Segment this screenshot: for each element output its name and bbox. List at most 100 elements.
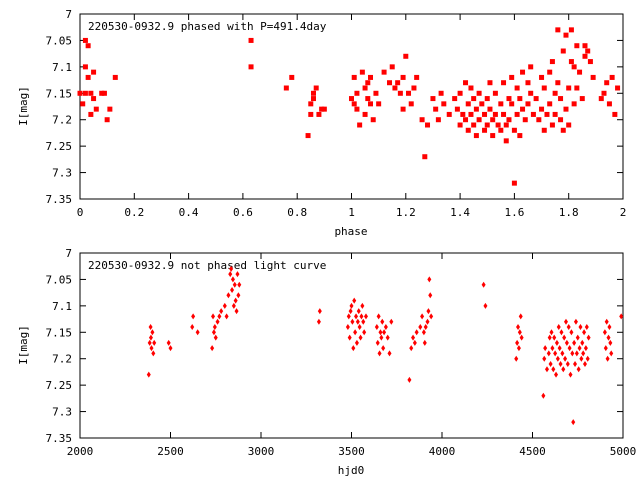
data-point xyxy=(511,180,517,186)
data-point xyxy=(378,329,383,336)
data-point xyxy=(471,122,477,128)
data-point xyxy=(483,302,488,309)
data-point xyxy=(555,80,561,86)
data-point xyxy=(558,117,564,123)
data-point xyxy=(530,111,536,117)
data-point xyxy=(563,106,569,112)
data-point xyxy=(604,80,610,86)
data-point xyxy=(533,96,539,102)
data-point xyxy=(289,74,295,80)
data-point xyxy=(362,111,368,117)
data-point xyxy=(554,339,559,346)
data-point xyxy=(425,318,430,325)
data-point xyxy=(380,318,385,325)
x-tick-label: 1 xyxy=(348,206,355,219)
data-point xyxy=(492,111,498,117)
data-point xyxy=(584,324,589,330)
data-points xyxy=(146,265,624,426)
x-tick-label: 5000 xyxy=(610,445,637,458)
data-point xyxy=(419,117,425,123)
data-point xyxy=(517,329,522,336)
data-point xyxy=(422,154,428,160)
data-point xyxy=(82,90,88,96)
data-point xyxy=(365,96,371,102)
data-point xyxy=(375,339,380,346)
data-point xyxy=(552,111,558,117)
data-point xyxy=(427,276,432,283)
data-point xyxy=(365,80,371,86)
data-point xyxy=(549,122,555,128)
data-point xyxy=(234,308,239,315)
data-point xyxy=(150,329,155,336)
data-point xyxy=(88,90,94,96)
data-point xyxy=(85,74,91,80)
data-point xyxy=(547,334,552,341)
data-point xyxy=(514,355,519,362)
data-point xyxy=(560,127,566,133)
data-point xyxy=(168,345,173,352)
data-point xyxy=(566,122,572,128)
x-tick-label: 4500 xyxy=(519,445,546,458)
data-point xyxy=(357,324,362,330)
data-point xyxy=(571,101,577,107)
data-point xyxy=(237,281,242,288)
data-point xyxy=(555,355,560,362)
data-point xyxy=(381,69,387,75)
data-point xyxy=(553,350,558,357)
data-point xyxy=(586,334,591,341)
x-tick-label: 2000 xyxy=(67,445,94,458)
data-point xyxy=(310,90,316,96)
data-point xyxy=(579,355,584,362)
data-point xyxy=(229,265,234,272)
data-point xyxy=(224,313,229,320)
data-point xyxy=(385,334,390,341)
data-point xyxy=(387,80,393,86)
data-point xyxy=(463,80,469,86)
data-point xyxy=(490,133,496,139)
y-tick-label: 7.25 xyxy=(46,379,73,392)
data-point xyxy=(516,345,521,352)
y-tick-label: 7.2 xyxy=(52,353,72,366)
data-point xyxy=(228,271,233,278)
x-tick-label: 2500 xyxy=(157,445,184,458)
data-point xyxy=(358,334,363,341)
data-point xyxy=(460,111,466,117)
data-point xyxy=(484,96,490,102)
data-point xyxy=(232,281,237,288)
data-point xyxy=(389,64,395,70)
data-point xyxy=(514,111,520,117)
data-point xyxy=(581,350,586,357)
data-point xyxy=(479,101,485,107)
data-point xyxy=(316,318,321,325)
data-points xyxy=(77,27,621,186)
data-point xyxy=(612,111,618,117)
data-point xyxy=(348,308,353,315)
data-point xyxy=(547,101,553,107)
data-point xyxy=(579,96,585,102)
x-axis-ticks: 0 0.2 0.4 0.6 0.8 1 1.2 1.4 1.6 1.8 2 xyxy=(77,14,627,219)
data-point xyxy=(411,334,416,341)
data-point xyxy=(149,345,154,352)
data-point xyxy=(568,59,574,65)
data-point xyxy=(422,339,427,346)
x-tick-label: 3000 xyxy=(248,445,275,458)
data-point xyxy=(231,302,236,309)
y-tick-label: 7.35 xyxy=(46,432,73,445)
data-point xyxy=(152,339,157,346)
data-point xyxy=(520,106,526,112)
data-point xyxy=(609,74,615,80)
data-point xyxy=(571,64,577,70)
data-point xyxy=(418,324,423,330)
y-axis-ticks: 7 7.05 7.1 7.15 7.2 7.25 7.3 7.35 xyxy=(46,247,623,445)
data-point xyxy=(498,101,504,107)
data-point xyxy=(487,80,493,86)
data-point xyxy=(574,85,580,91)
data-point xyxy=(541,127,547,133)
data-point xyxy=(565,361,570,367)
data-point xyxy=(558,96,564,102)
x-tick-label: 2 xyxy=(620,206,627,219)
x-axis-ticks: 2000 2500 3000 3500 4000 4500 5000 xyxy=(67,253,637,458)
data-point xyxy=(457,122,463,128)
data-point xyxy=(511,127,517,133)
data-point xyxy=(146,371,151,378)
